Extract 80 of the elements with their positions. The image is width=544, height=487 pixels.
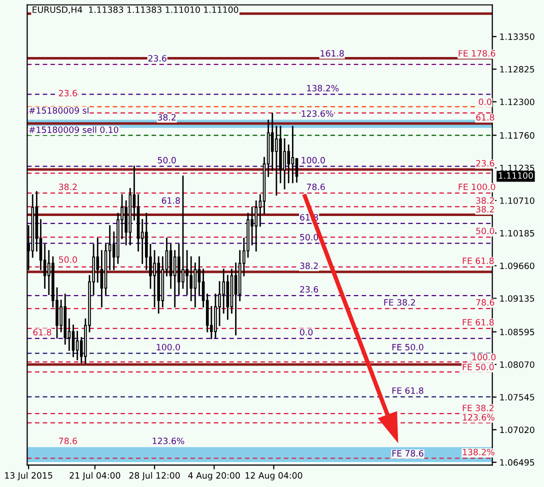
candlestick [234,262,238,336]
annotation: 138.2% [462,448,494,456]
annotation: FE 50.0 [462,364,494,370]
candlestick [182,176,184,289]
y-tick-label: 1.10185 [500,230,534,237]
x-tick-label: 28 Jul 12:00 [129,472,180,480]
annotation: 161.8 [320,50,344,57]
annotation: 38.2 [59,184,77,190]
annotation: 0.0 [300,328,313,336]
chart-title: EURUSD,H4 1.11383 1.11383 1.11010 1.11100 [32,6,238,14]
annotation: 100.0 [472,354,496,360]
annotation: FE 38.2 [384,299,415,306]
annotation: 61.8 [162,197,180,204]
candlestick [100,250,104,308]
y-tick-label: 1.09135 [500,295,534,302]
annotation: 0.0 [478,98,492,106]
annotation: 38.2 [476,206,494,213]
annotation: FE 61.8 [462,258,494,264]
annotation: 78.6 [59,438,77,444]
y-tick-label: 1.11235 [500,164,534,172]
annotation: FE 38.2 [462,404,494,412]
x-tick-label: 21 Jul 04:00 [70,472,120,480]
candlestick [153,250,156,308]
y-tick-label: 1.08595 [500,328,534,336]
candlestick [76,330,79,360]
y-tick-label: 1.10710 [500,197,534,204]
candlestick [186,250,188,295]
annotation: 38.2 [158,114,176,121]
annotation: 23.6 [300,286,318,293]
annotation: 61.8 [476,114,494,121]
annotation: 50.0 [300,234,318,240]
y-tick-label: 1.12300 [500,98,534,106]
candlestick [291,126,294,184]
annotation: 23.6 [476,160,494,167]
candlestick [222,268,226,314]
annotation: 138.2% [307,84,339,92]
x-tick-label: 4 Aug 20:00 [188,472,240,480]
annotation: #15180009 sell 0.10 [29,126,118,134]
annotation: 50.0 [59,256,77,263]
y-tick-label: 1.13350 [500,33,534,40]
candlestick [173,250,176,308]
annotation: FE 50.0 [392,344,424,350]
candlestick [194,262,197,308]
x-tick-label: 13 Jul 2015 [5,472,52,480]
annotation: 38.2 [476,197,494,204]
annotation: 61.8 [33,328,52,336]
annotation: FE 61.8 [462,319,494,326]
text: 1.11100 [498,172,533,179]
annotation: #15180009 sl [29,107,88,114]
annotation: 38.2 [300,262,318,270]
y-tick-label: 1.07545 [500,394,534,400]
annotation: FE 78.6 [392,450,424,457]
y-tick-label: 1.12825 [500,66,534,73]
annotation: 100.0 [302,156,325,164]
candlestick [72,324,75,358]
candlestick [287,144,290,184]
candlestick [190,256,192,302]
annotation: 123.6% [302,110,334,117]
y-tick-label: 1.06495 [500,459,534,466]
annotation: 23.6 [148,55,166,62]
annotation: 50.0 [476,228,494,234]
candlestick [254,200,258,252]
candlestick [283,138,286,190]
annotation: FE 61.8 [392,387,424,394]
annotation: 50.0 [158,156,176,164]
annotation: 100.0 [156,344,180,350]
annotation: 123.6% [462,414,494,421]
y-tick-label: 1.07020 [500,426,534,434]
annotation: FE 178.6 [458,50,496,57]
annotation: 23.6 [58,90,77,96]
x-tick-label: 12 Aug 04:00 [246,472,302,480]
annotation: 78.6 [476,299,494,306]
annotation: 78.6 [306,184,325,190]
y-tick-label: 1.11760 [500,132,534,139]
candlestick [295,158,298,183]
candlestick [275,126,278,196]
y-tick-label: 1.09660 [500,262,534,270]
annotation: FE 100.0 [458,184,496,190]
y-tick-label: 1.08070 [500,361,534,368]
annotation: 123.6% [152,438,184,444]
